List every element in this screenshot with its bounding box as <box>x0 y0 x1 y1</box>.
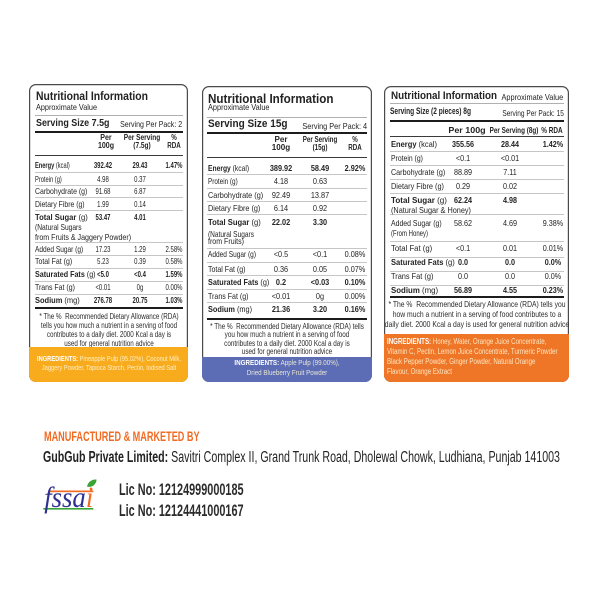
svg-text:fssai: fssai <box>44 482 93 515</box>
